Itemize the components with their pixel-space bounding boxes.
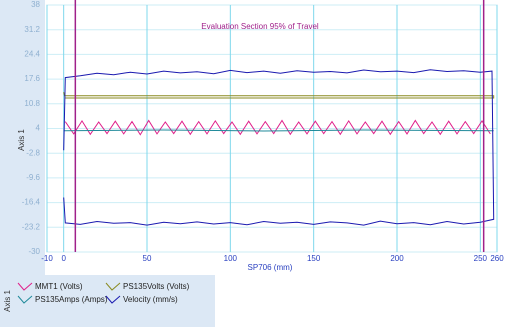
legend-swatch bbox=[17, 295, 33, 304]
x-tick-label: 150 bbox=[307, 254, 321, 263]
y-tick-label: 10.8 bbox=[24, 99, 40, 108]
legend-label: PS135Volts (Volts) bbox=[123, 282, 190, 291]
y-tick-label: -23.2 bbox=[22, 222, 41, 231]
axis-strip bbox=[0, 0, 45, 275]
y-tick-label: -2.8 bbox=[26, 148, 40, 157]
y-tick-label: 31.2 bbox=[24, 25, 40, 34]
legend-label: MMT1 (Volts) bbox=[35, 282, 83, 291]
y-axis-label: Axis 1 bbox=[17, 129, 26, 151]
series-line bbox=[64, 119, 491, 136]
y-tick-label: 17.6 bbox=[24, 74, 40, 83]
legend-label: PS135Amps (Amps) bbox=[35, 295, 108, 304]
x-tick-label: 260 bbox=[490, 254, 504, 263]
legend-swatch bbox=[105, 295, 121, 304]
x-tick-label: -10 bbox=[41, 254, 53, 263]
series-line bbox=[63, 129, 494, 132]
legend-label: Velocity (mm/s) bbox=[123, 295, 178, 304]
series-line bbox=[63, 69, 495, 226]
y-tick-label: -30 bbox=[28, 247, 40, 256]
x-tick-label: 0 bbox=[61, 254, 66, 263]
y-tick-label: -16.4 bbox=[22, 198, 41, 207]
x-tick-label: 200 bbox=[390, 254, 404, 263]
x-axis-label: SP706 (mm) bbox=[248, 263, 293, 272]
y-tick-label: 24.4 bbox=[24, 50, 40, 59]
y-tick-label: 4 bbox=[36, 124, 41, 133]
y-tick-label: -9.6 bbox=[26, 173, 40, 182]
chart-title: Evaluation Section 95% of Travel bbox=[201, 22, 319, 31]
x-tick-label: 50 bbox=[143, 254, 152, 263]
y-tick-label: 38 bbox=[31, 0, 40, 9]
legend-swatch bbox=[105, 282, 121, 291]
x-tick-label: 100 bbox=[224, 254, 238, 263]
legend-axis-label: Axis 1 bbox=[3, 290, 12, 312]
legend-swatch bbox=[17, 282, 33, 291]
series-line bbox=[63, 92, 495, 99]
legend-box bbox=[0, 275, 215, 327]
x-tick-label: 250 bbox=[474, 254, 488, 263]
